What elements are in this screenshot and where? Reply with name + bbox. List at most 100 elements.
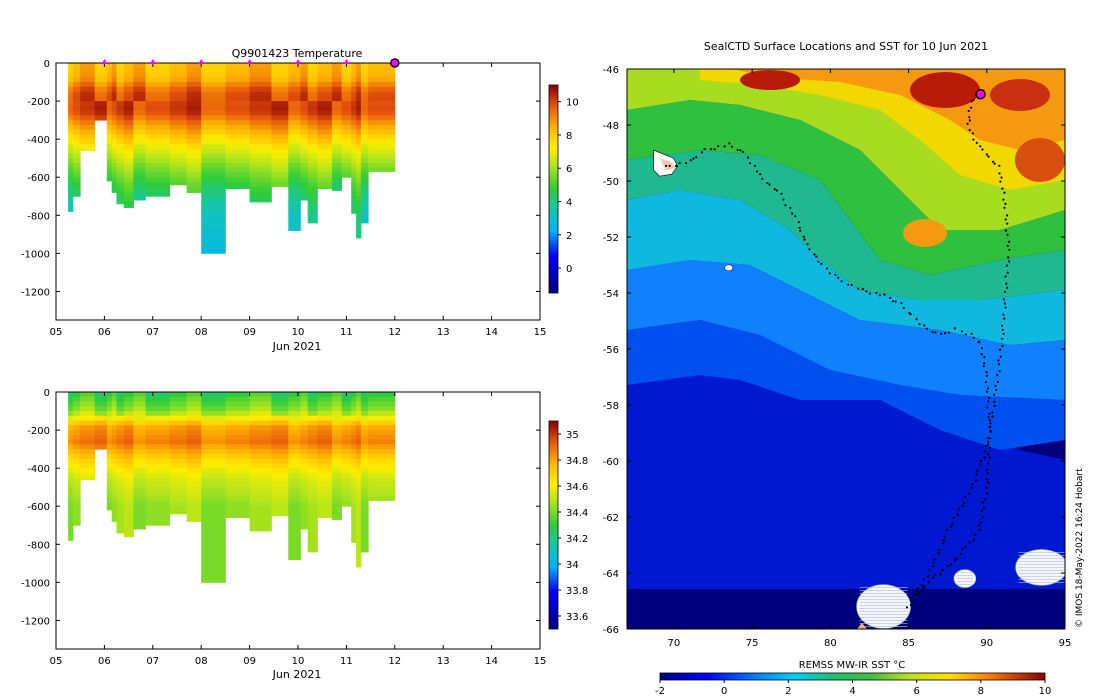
data-cell [186,415,202,421]
data-cell [331,172,342,178]
data-cell [288,496,301,502]
x-tick-label: 15 [534,656,547,667]
data-cell [249,105,272,111]
data-cell [80,439,96,445]
track-point [797,221,801,224]
data-cell [271,86,289,92]
data-cell [368,67,396,73]
data-cell [288,549,301,555]
data-cell [351,148,357,154]
data-cell [356,77,362,83]
data-cell [360,477,369,483]
data-cell [201,196,226,202]
data-cell [225,420,250,426]
data-cell [111,67,117,73]
data-cell [145,411,171,417]
data-cell [288,553,301,559]
data-cell [123,525,134,531]
data-cell [123,120,134,126]
data-cell [186,472,202,479]
data-cell [201,482,226,488]
data-cell [317,453,333,460]
data-cell [331,477,342,483]
data-cell [368,425,396,431]
data-cell [351,72,357,78]
data-cell [288,96,301,102]
track-point [815,255,818,258]
data-cell [351,105,357,111]
data-cell [133,177,146,183]
track-point [996,380,1000,384]
data-cell [123,139,134,145]
track-point [1008,240,1011,243]
data-cell [111,172,117,178]
data-cell [368,482,396,488]
track-point [987,472,990,475]
data-cell [351,201,357,207]
data-cell [116,506,125,512]
track-point [773,188,776,191]
data-cell [111,506,117,512]
data-cell [300,153,309,159]
data-cell [351,139,357,145]
data-cell [123,182,134,188]
x-tick-label: 14 [485,327,498,338]
data-cell [360,401,369,407]
data-cell [341,477,352,483]
ice-edge-marker [857,623,867,629]
data-cell [72,506,81,512]
data-cell [68,105,74,111]
data-cell [331,86,342,92]
colorbar-tick-label: 34.8 [566,456,588,467]
data-cell [331,511,342,517]
map-y-tick-label: -52 [603,233,619,244]
sea-ice [856,549,1065,629]
data-cell [307,63,318,69]
data-cell [68,153,74,159]
data-cell [300,458,309,464]
data-cell [225,472,250,479]
data-cell [201,392,226,398]
data-cell [68,67,74,73]
map-title: SealCTD Surface Locations and SST for 10… [704,40,988,53]
data-cell [116,401,125,407]
data-cell [94,105,108,111]
track-point [970,486,973,489]
data-cell [307,520,318,526]
data-cell [225,430,250,436]
track-point [998,172,1001,175]
data-cell [111,430,117,436]
sst-colorbar-label: REMSS MW-IR SST °C [799,660,906,671]
data-cell [300,91,309,97]
data-cell [300,472,309,479]
data-cell [133,487,146,493]
data-cell [300,420,309,426]
data-cell [201,577,226,583]
data-cell [360,191,369,197]
colorbar-tick-label: 4 [566,197,572,208]
data-cell [169,115,187,121]
data-cell [68,201,74,207]
track-point [972,538,976,542]
data-cell [288,472,301,479]
data-cell [307,172,318,178]
data-cell [145,430,171,436]
track-point [956,513,959,516]
data-cell [368,139,396,145]
data-cell [201,201,226,207]
data-cell [106,139,112,145]
track-point [1002,198,1005,201]
track-point [979,459,983,463]
data-cell [111,487,117,493]
data-cell [351,67,357,73]
data-cell [72,139,81,145]
data-cell [116,134,125,140]
track-point [986,387,990,390]
data-cell [271,129,289,135]
data-cell [368,110,396,116]
data-cell [300,487,309,493]
data-cell [169,401,187,407]
data-cell [72,134,81,140]
data-cell [307,162,318,169]
data-cell [68,501,74,507]
